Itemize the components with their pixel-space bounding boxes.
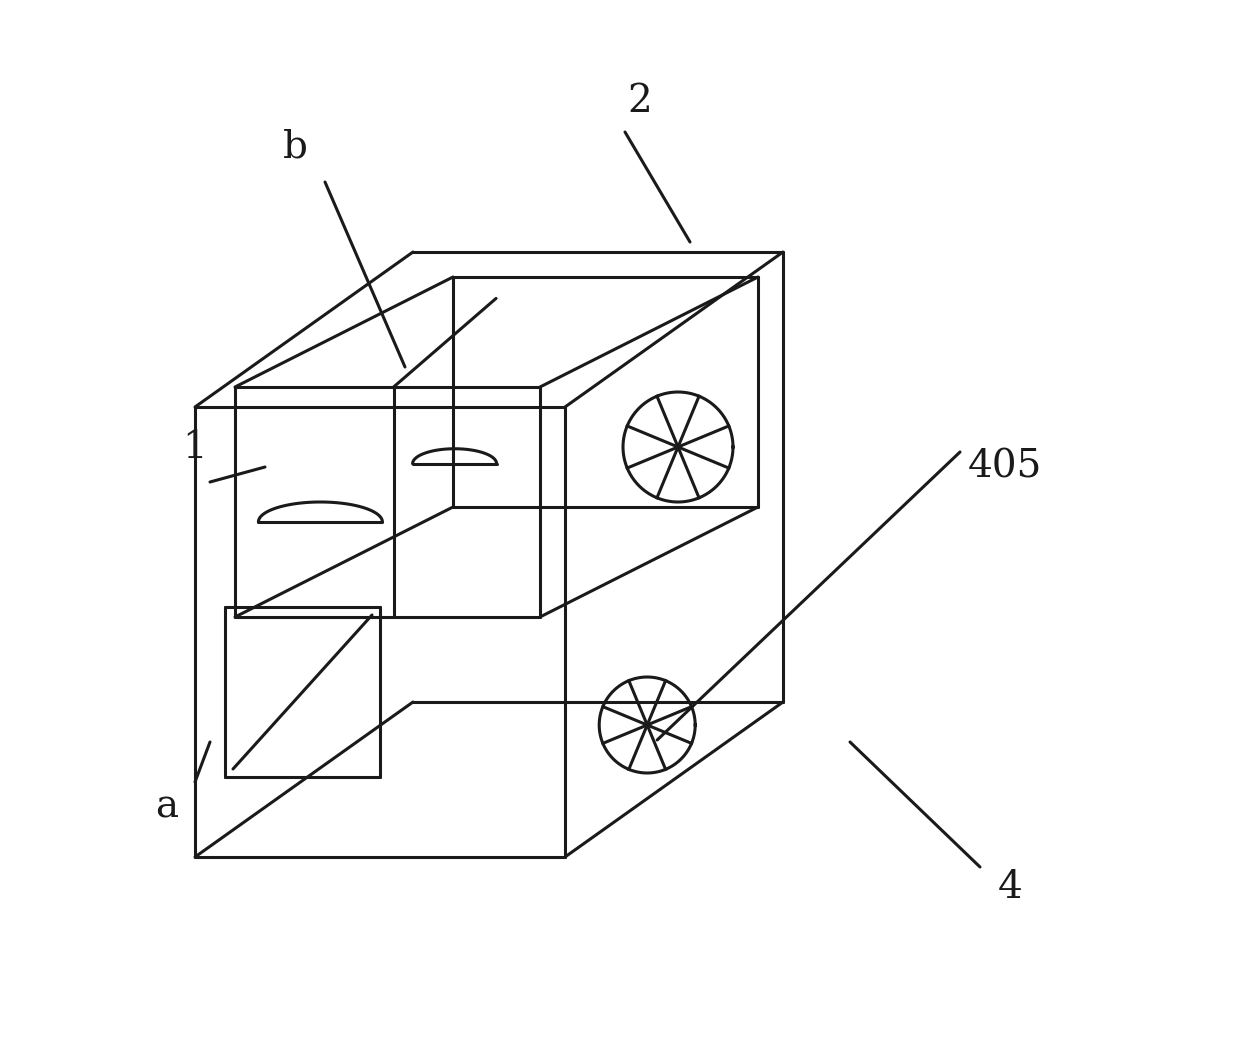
Text: a: a: [155, 789, 179, 826]
Text: 4: 4: [997, 869, 1023, 906]
Text: b: b: [283, 128, 308, 165]
Text: 1: 1: [182, 428, 207, 465]
Text: 2: 2: [627, 83, 652, 121]
Text: 405: 405: [967, 448, 1042, 486]
